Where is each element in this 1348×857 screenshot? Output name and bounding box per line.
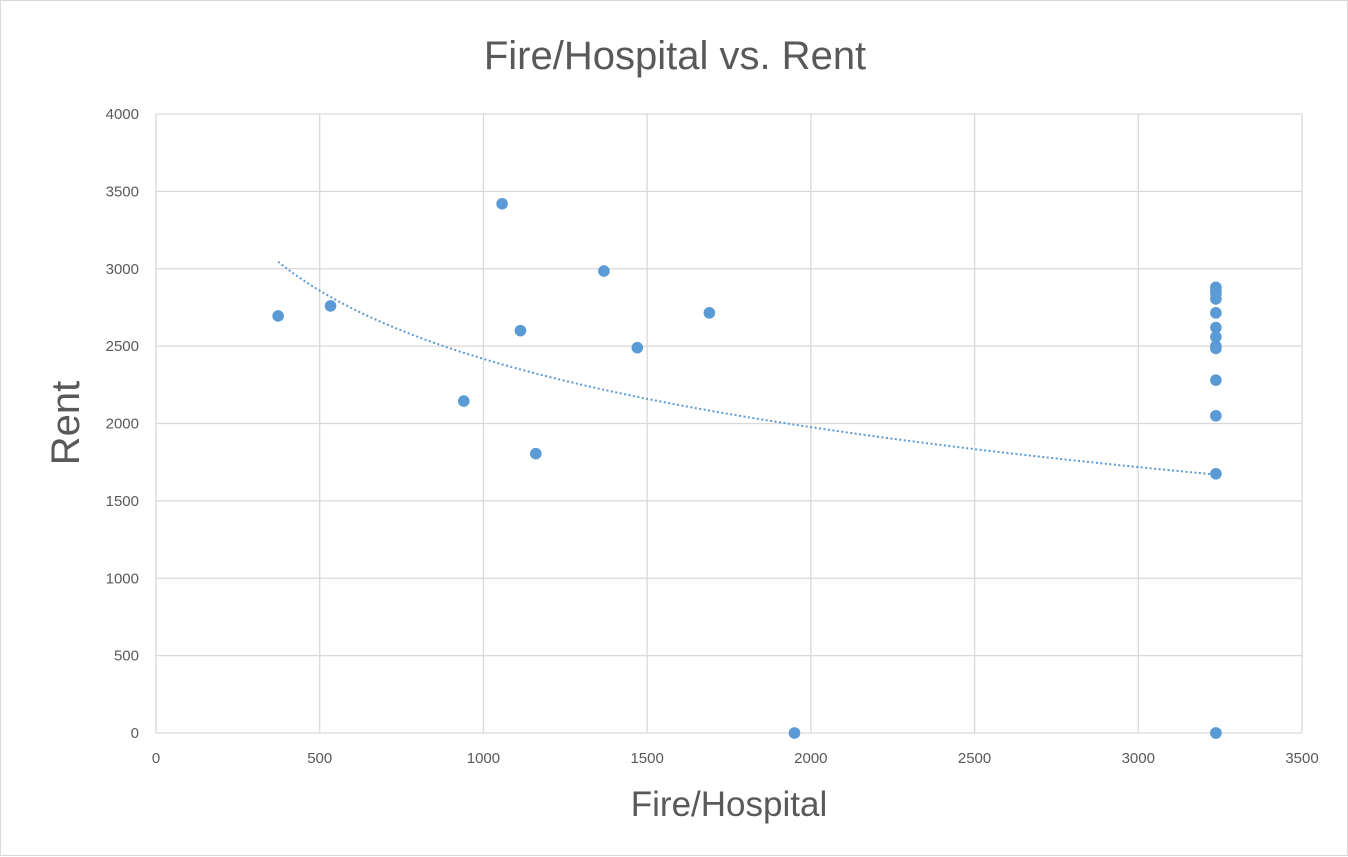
y-tick-label: 4000: [106, 106, 139, 123]
scatter-point: [631, 341, 644, 354]
x-axis-ticks: 0 500 1000 1500 2000 2500 3000 3500: [152, 750, 1319, 767]
x-axis-title: Fire/Hospital: [631, 785, 827, 824]
y-tick-label: 0: [131, 725, 139, 742]
scatter-point: [1210, 331, 1222, 343]
scatter-point: [788, 727, 801, 739]
scatter-point: [1210, 727, 1222, 739]
x-tick-label: 3000: [1122, 750, 1155, 767]
scatter-point: [324, 300, 337, 312]
trendline-group: [277, 261, 1216, 476]
scatter-point: [272, 310, 284, 322]
scatter-point: [1210, 467, 1222, 480]
y-tick-label: 500: [114, 648, 139, 665]
y-tick-label: 3000: [106, 261, 139, 278]
x-tick-label: 0: [152, 750, 160, 767]
scatter-point: [1210, 409, 1222, 422]
scatter-point: [514, 324, 527, 337]
y-tick-label: 2500: [106, 338, 139, 355]
scatter-point: [703, 307, 716, 319]
x-tick-label: 500: [307, 750, 332, 767]
x-tick-label: 3500: [1285, 750, 1318, 767]
y-tick-label: 1500: [106, 493, 139, 510]
x-tick-label: 1000: [467, 750, 500, 767]
gridlines: [155, 113, 1303, 734]
scatter-point: [1210, 321, 1222, 334]
scatter-point: [1210, 342, 1222, 355]
x-tick-label: 2000: [794, 750, 827, 767]
y-tick-label: 2000: [106, 416, 139, 433]
y-axis-title: Rent: [44, 381, 88, 466]
scatter-point: [1210, 293, 1222, 305]
scatter-point: [496, 197, 508, 210]
data-points: [272, 197, 1222, 739]
y-tick-label: 3500: [106, 183, 139, 200]
scatter-point: [598, 265, 610, 277]
x-tick-label: 1500: [630, 750, 663, 767]
x-tick-label: 2500: [958, 750, 991, 767]
scatter-point: [530, 447, 542, 460]
scatter-point: [1210, 307, 1222, 319]
y-tick-label: 1000: [106, 570, 139, 587]
scatter-point: [457, 395, 470, 407]
scatter-point: [1210, 374, 1222, 386]
y-axis-ticks: 0 500 1000 1500 2000 2500 3000 3500 4000: [106, 106, 139, 742]
trendline: [277, 261, 1216, 476]
chart-title: Fire/Hospital vs. Rent: [484, 34, 866, 78]
